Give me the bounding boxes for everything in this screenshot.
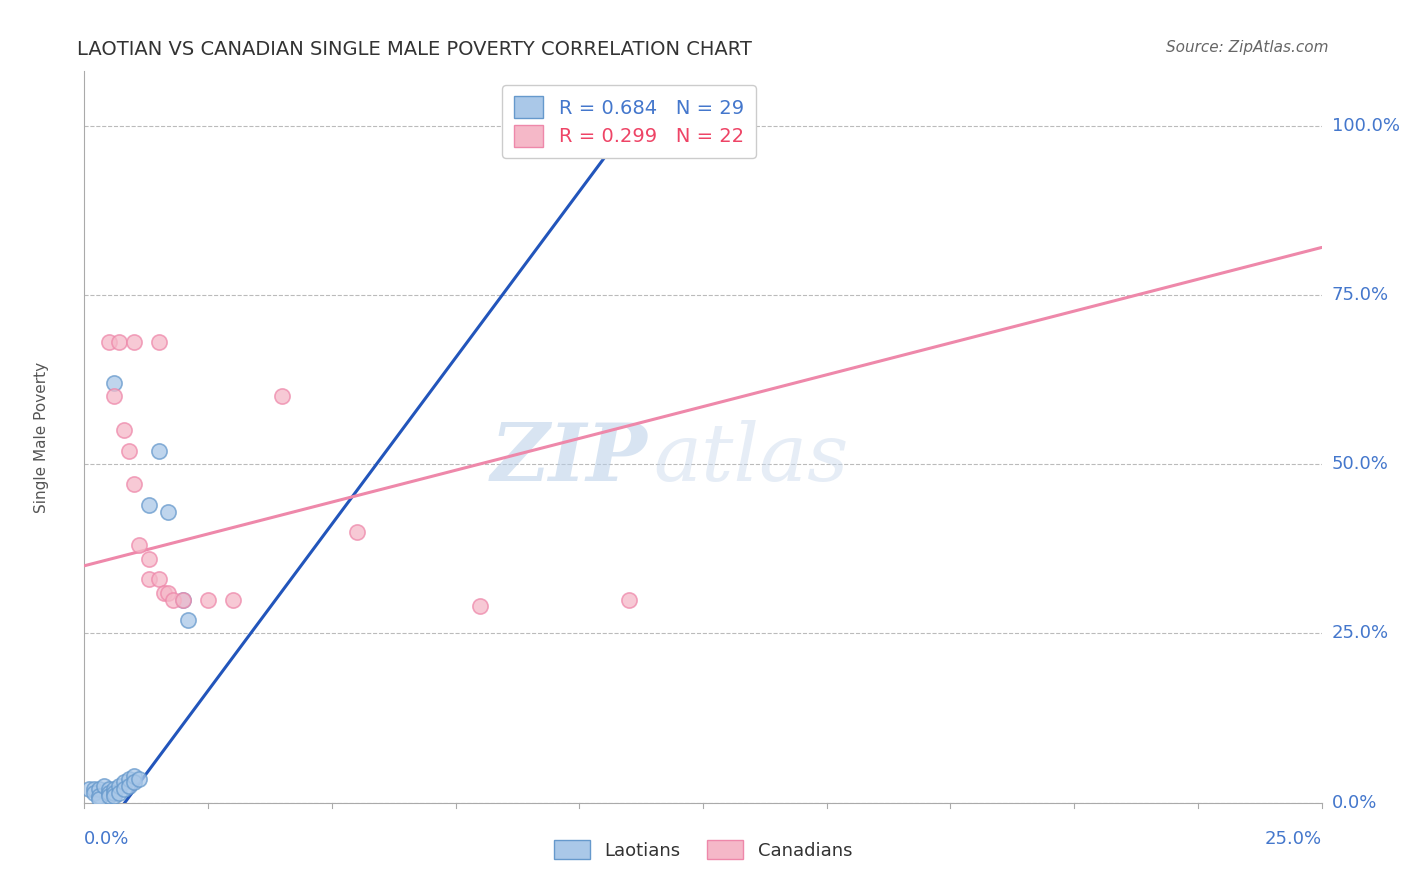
Point — [108, 786, 131, 800]
Text: LAOTIAN VS CANADIAN SINGLE MALE POVERTY CORRELATION CHART: LAOTIAN VS CANADIAN SINGLE MALE POVERTY … — [77, 40, 752, 59]
Point — [108, 335, 131, 350]
Point — [122, 335, 145, 350]
Legend: Laotians, Canadians: Laotians, Canadians — [547, 833, 859, 867]
Point — [122, 477, 145, 491]
Point — [83, 786, 105, 800]
Point — [122, 775, 145, 789]
Point — [112, 423, 135, 437]
Text: Source: ZipAtlas.com: Source: ZipAtlas.com — [1166, 40, 1329, 55]
Point — [89, 813, 111, 827]
Point — [617, 592, 640, 607]
Point — [162, 592, 184, 607]
Point — [89, 792, 111, 806]
Text: 25.0%: 25.0% — [1331, 624, 1389, 642]
Point — [177, 613, 200, 627]
Point — [138, 552, 160, 566]
Text: Single Male Poverty: Single Male Poverty — [34, 361, 49, 513]
Point — [148, 443, 170, 458]
Text: 0.0%: 0.0% — [1331, 794, 1376, 812]
Text: 100.0%: 100.0% — [1331, 117, 1399, 135]
Point — [157, 505, 180, 519]
Point — [93, 779, 115, 793]
Point — [128, 538, 150, 552]
Text: atlas: atlas — [654, 420, 849, 498]
Point — [103, 782, 125, 797]
Text: ZIP: ZIP — [491, 420, 647, 498]
Point — [112, 782, 135, 797]
Point — [148, 572, 170, 586]
Point — [152, 586, 174, 600]
Point — [157, 586, 180, 600]
Point — [118, 779, 141, 793]
Text: 75.0%: 75.0% — [1331, 285, 1389, 304]
Point — [89, 782, 111, 797]
Point — [98, 786, 121, 800]
Point — [172, 592, 194, 607]
Point — [222, 592, 245, 607]
Point — [346, 524, 368, 539]
Point — [98, 782, 121, 797]
Point — [103, 376, 125, 390]
Point — [103, 786, 125, 800]
Point — [148, 335, 170, 350]
Point — [172, 592, 194, 607]
Point — [271, 389, 294, 403]
Point — [142, 813, 165, 827]
Point — [197, 592, 219, 607]
Point — [83, 782, 105, 797]
Point — [118, 772, 141, 786]
Point — [103, 789, 125, 803]
Text: 0.0%: 0.0% — [84, 830, 129, 848]
Text: 25.0%: 25.0% — [1264, 830, 1322, 848]
Point — [89, 789, 111, 803]
Point — [118, 443, 141, 458]
Point — [470, 599, 492, 614]
Point — [138, 498, 160, 512]
Point — [108, 779, 131, 793]
Point — [138, 572, 160, 586]
Point — [98, 335, 121, 350]
Text: 50.0%: 50.0% — [1331, 455, 1388, 473]
Point — [79, 782, 101, 797]
Point — [98, 789, 121, 803]
Point — [112, 775, 135, 789]
Point — [128, 772, 150, 786]
Point — [122, 769, 145, 783]
Point — [103, 389, 125, 403]
